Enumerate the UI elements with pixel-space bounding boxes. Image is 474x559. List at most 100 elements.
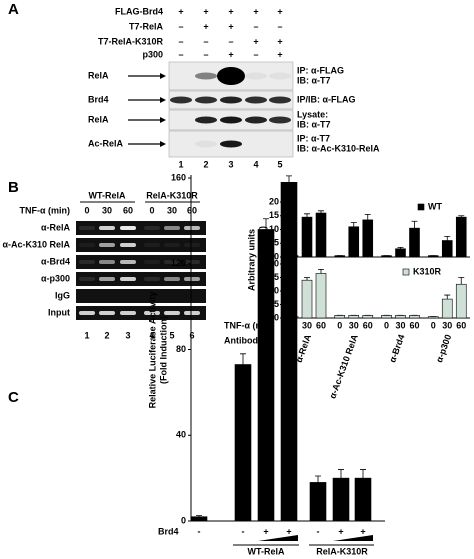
y-tick-label: 20 <box>269 196 279 206</box>
condition-mark: + <box>203 6 208 16</box>
lane-number: 2 <box>104 330 109 340</box>
error-bar <box>315 475 321 483</box>
error-bar <box>458 277 465 285</box>
error-bar <box>364 213 371 220</box>
error-bar <box>411 220 418 229</box>
blot-band <box>217 67 245 85</box>
condition-mark: + <box>253 36 258 46</box>
legend-label: K310R <box>413 266 442 276</box>
x-tick-label: 0 <box>431 320 436 330</box>
blot-note: IP: α-FLAG <box>297 65 344 75</box>
time-label: 0 <box>84 205 89 215</box>
dose-ramp <box>333 535 373 541</box>
blot-band <box>220 116 242 124</box>
condition-mark: – <box>178 36 183 46</box>
row-label: α-Ac-K310 RelA <box>2 239 70 249</box>
x-tick-label: 0 <box>337 320 342 330</box>
error-bar <box>263 218 269 230</box>
blot-band <box>269 116 291 124</box>
error-bar <box>458 215 465 218</box>
arrowhead <box>160 97 166 103</box>
time-label: 30 <box>167 205 177 215</box>
blot-note: IP/IB: α-FLAG <box>297 94 356 104</box>
gel-band <box>79 243 95 247</box>
y-axis-label: (Fold Induction) <box>158 316 168 384</box>
condition-mark: – <box>253 49 258 59</box>
group-label: RelA-K310R <box>146 190 198 200</box>
legend-swatch <box>417 203 425 211</box>
blot-note: IB: α-Ac-K310-RelA <box>297 143 380 153</box>
gel-band <box>99 243 115 247</box>
condition-mark: + <box>277 36 282 46</box>
gel-band <box>79 277 95 281</box>
lane-number: 4 <box>149 330 154 340</box>
gel-strip <box>76 272 206 286</box>
condition-label: FLAG-Brd4 <box>115 6 163 16</box>
bar <box>309 482 327 522</box>
gel-band <box>120 243 136 247</box>
y-tick-label: 80 <box>176 344 186 354</box>
x-tick-label: 60 <box>409 320 419 330</box>
y-axis-label: Arbitrary units <box>246 229 256 291</box>
factor-mark: - <box>242 526 245 536</box>
lane-number: 5 <box>277 159 282 169</box>
bar <box>455 216 467 258</box>
y-tick-label: 15 <box>269 210 279 220</box>
blot-band <box>195 96 217 104</box>
bar <box>332 477 350 522</box>
condition-label: T7-RelA-K310R <box>98 36 164 46</box>
group-label: α-Ac-K310 RelA <box>327 333 360 400</box>
x-tick-label: 30 <box>349 320 359 330</box>
error-bar <box>240 353 246 365</box>
lane-number: 3 <box>125 330 130 340</box>
gel-band <box>120 277 136 281</box>
blot-note: Lysate: <box>297 109 328 119</box>
panel-label: B <box>8 179 19 196</box>
row-label: IgG <box>55 290 70 300</box>
x-axis-label: TNF-α (min) <box>224 320 275 330</box>
x-tick-label: 60 <box>316 320 326 330</box>
blot-band <box>269 96 291 104</box>
lane-number: 4 <box>253 159 258 169</box>
arrowhead <box>160 73 166 79</box>
y-tick-label: 40 <box>176 430 186 440</box>
gel-strip <box>76 238 206 252</box>
gel-band <box>164 226 180 230</box>
x-tick-label: 60 <box>456 320 466 330</box>
error-bar <box>318 210 324 213</box>
y-tick-label: 160 <box>171 172 186 182</box>
factor-mark: + <box>360 526 365 536</box>
gel-band <box>144 277 160 281</box>
blot-band <box>195 140 217 148</box>
row-label: α-RelA <box>41 222 71 232</box>
bar <box>301 279 313 319</box>
condition-mark: + <box>228 6 233 16</box>
y-tick-label: 0 <box>274 251 279 261</box>
blot-band <box>269 72 291 80</box>
condition-mark: + <box>228 21 233 31</box>
gel-strip <box>76 221 206 235</box>
gel-band <box>184 243 200 247</box>
condition-mark: – <box>203 49 208 59</box>
error-bar <box>304 277 310 281</box>
error-bar <box>444 294 451 300</box>
dose-ramp <box>258 535 298 541</box>
blot-label: Brd4 <box>88 94 109 104</box>
factor-mark: - <box>198 526 201 536</box>
bar <box>348 314 360 319</box>
bar <box>315 212 327 258</box>
lane-number: 6 <box>189 330 194 340</box>
error-bar <box>304 213 310 218</box>
gel-band <box>184 260 200 264</box>
time-label: 30 <box>102 205 112 215</box>
lane-number: 1 <box>178 159 183 169</box>
blot-note: IB: α-T7 <box>297 119 331 129</box>
arrowhead <box>160 141 166 147</box>
row-label: α-p300 <box>41 273 70 283</box>
x-tick-label: 30 <box>395 320 405 330</box>
gel-band <box>99 277 115 281</box>
y-tick-label: 5 <box>274 238 279 248</box>
group-label: RelA-K310R <box>316 546 368 556</box>
blot-label: RelA <box>88 114 109 124</box>
